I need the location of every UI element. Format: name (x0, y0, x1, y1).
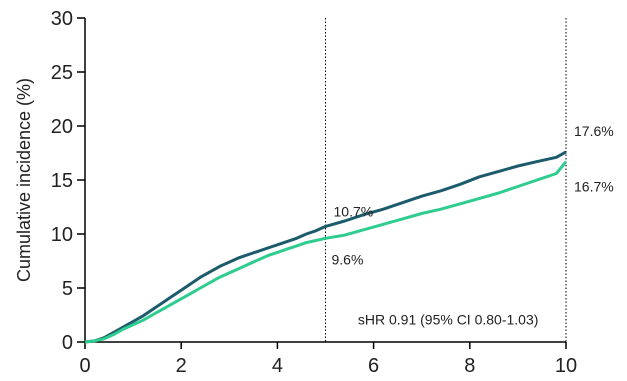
reference-lines (325, 18, 567, 342)
annotations: 10.7% 9.6% 17.6% 16.7% sHR 0.91 (95% CI 0.80… (332, 123, 614, 327)
x-tick-label: 0 (79, 355, 90, 377)
y-tick-label: 5 (62, 278, 73, 300)
y-tick-label: 0 (62, 332, 73, 354)
annotation-label: 17.6% (574, 123, 614, 139)
y-tick-label: 30 (51, 8, 73, 30)
y-tick-label: 10 (51, 224, 73, 246)
y-tick-label: 15 (51, 170, 73, 192)
series-line-dark (84, 150, 567, 344)
y-axis-title: Cumulative incidence (%) (14, 78, 34, 282)
y-tick-label: 25 (51, 62, 73, 84)
axes: 0 5 10 15 20 25 30 0 2 4 6 8 10 (51, 8, 577, 377)
x-tick-label: 8 (464, 355, 475, 377)
x-tick-label: 4 (272, 355, 283, 377)
annotation-label: 10.7% (334, 203, 374, 219)
annotation-label: sHR 0.91 (95% CI 0.80-1.03) (358, 311, 539, 327)
x-tick-label: 6 (368, 355, 379, 377)
x-tick-label: 10 (555, 355, 577, 377)
series-lines (84, 150, 568, 344)
annotation-label: 9.6% (332, 251, 364, 267)
series-line-light (84, 160, 568, 344)
annotation-label: 16.7% (574, 179, 614, 195)
y-tick-label: 20 (51, 116, 73, 138)
x-tick-label: 2 (176, 355, 187, 377)
